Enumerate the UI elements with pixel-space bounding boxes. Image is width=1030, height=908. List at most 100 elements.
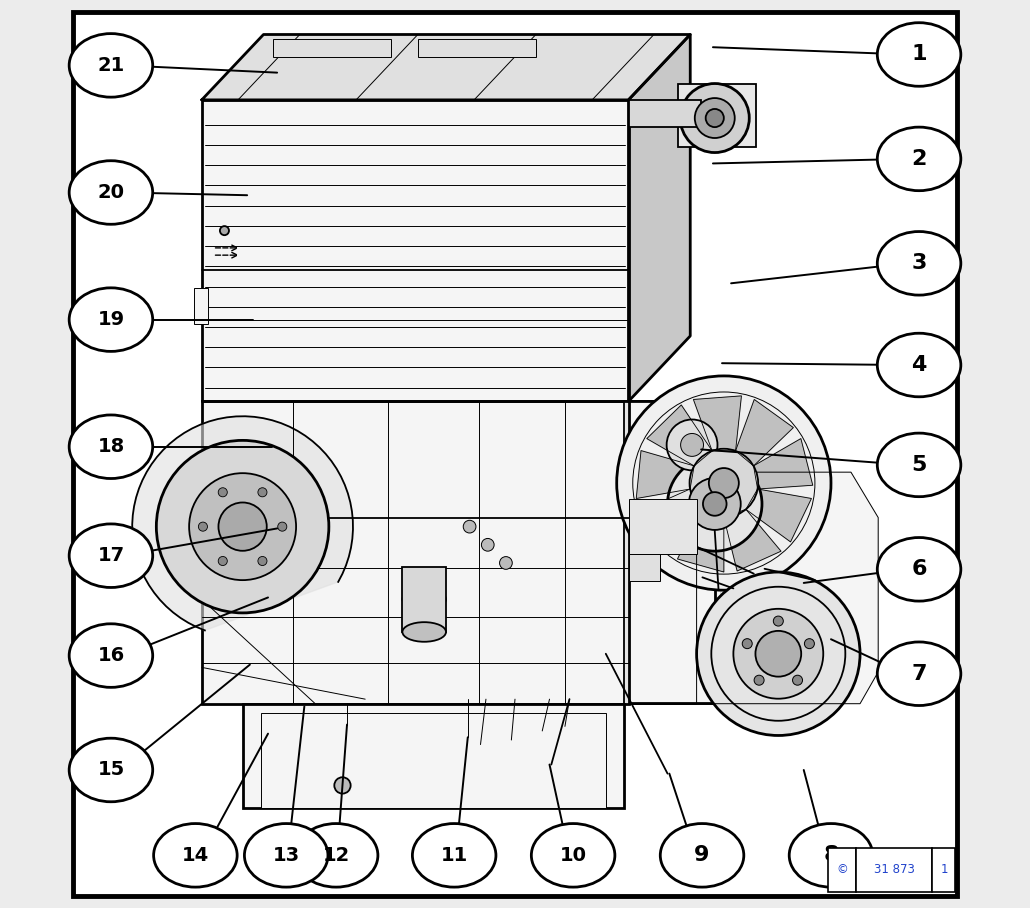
Circle shape: [617, 376, 831, 590]
Text: 19: 19: [98, 311, 125, 329]
Ellipse shape: [244, 824, 328, 887]
Text: 11: 11: [441, 846, 468, 864]
Ellipse shape: [153, 824, 237, 887]
Polygon shape: [647, 405, 712, 466]
Polygon shape: [700, 567, 818, 595]
Text: 8: 8: [823, 845, 838, 865]
Circle shape: [258, 557, 267, 566]
Ellipse shape: [69, 524, 152, 587]
Circle shape: [681, 433, 703, 457]
Ellipse shape: [878, 232, 961, 295]
Polygon shape: [693, 396, 742, 451]
Polygon shape: [746, 489, 812, 542]
Polygon shape: [132, 416, 353, 630]
Ellipse shape: [531, 824, 615, 887]
Polygon shape: [696, 472, 879, 704]
Text: 31 873: 31 873: [873, 864, 915, 876]
Ellipse shape: [412, 824, 495, 887]
Text: 9: 9: [694, 845, 710, 865]
Ellipse shape: [878, 127, 961, 191]
Ellipse shape: [878, 23, 961, 86]
Circle shape: [755, 631, 801, 676]
Text: 6: 6: [912, 559, 927, 579]
Ellipse shape: [403, 622, 446, 642]
Circle shape: [218, 557, 228, 566]
Text: 4: 4: [912, 355, 927, 375]
Text: 1: 1: [912, 44, 927, 64]
Circle shape: [733, 608, 823, 699]
Circle shape: [157, 440, 329, 613]
Bar: [856, 848, 932, 892]
Bar: [195, 288, 208, 324]
Ellipse shape: [878, 433, 961, 497]
Text: 1: 1: [940, 864, 948, 876]
Bar: [628, 401, 715, 703]
Ellipse shape: [69, 415, 152, 479]
Ellipse shape: [878, 333, 961, 397]
Circle shape: [500, 557, 512, 569]
Circle shape: [218, 488, 228, 497]
Text: 15: 15: [97, 761, 125, 779]
Text: 2: 2: [912, 149, 927, 169]
Circle shape: [278, 522, 286, 531]
Circle shape: [481, 538, 494, 551]
Polygon shape: [202, 35, 690, 100]
Polygon shape: [735, 400, 793, 466]
Bar: [628, 554, 660, 581]
Text: 10: 10: [559, 846, 587, 864]
Ellipse shape: [69, 624, 152, 687]
Circle shape: [709, 468, 739, 498]
Circle shape: [804, 638, 815, 648]
Ellipse shape: [69, 161, 152, 224]
Bar: [628, 100, 701, 127]
Circle shape: [689, 449, 758, 518]
Circle shape: [702, 492, 726, 516]
Ellipse shape: [403, 587, 446, 611]
Ellipse shape: [69, 34, 152, 97]
Circle shape: [219, 226, 229, 235]
Bar: [628, 401, 715, 704]
Bar: [202, 401, 628, 704]
Circle shape: [754, 676, 764, 686]
Ellipse shape: [660, 824, 744, 887]
Circle shape: [666, 419, 718, 470]
Ellipse shape: [69, 738, 152, 802]
Bar: [932, 848, 956, 892]
Circle shape: [258, 488, 267, 497]
Text: 12: 12: [322, 846, 350, 864]
Text: 16: 16: [97, 646, 125, 665]
Circle shape: [695, 98, 734, 138]
Ellipse shape: [789, 824, 872, 887]
Circle shape: [706, 109, 724, 127]
Polygon shape: [640, 489, 701, 551]
Polygon shape: [678, 509, 724, 572]
Bar: [418, 39, 536, 57]
Polygon shape: [724, 509, 781, 571]
Circle shape: [667, 457, 762, 551]
Circle shape: [680, 84, 749, 153]
Text: 5: 5: [912, 455, 927, 475]
Polygon shape: [628, 35, 690, 401]
Text: 21: 21: [97, 56, 125, 74]
Circle shape: [696, 572, 860, 735]
Ellipse shape: [69, 288, 152, 351]
Circle shape: [774, 616, 783, 627]
Ellipse shape: [878, 538, 961, 601]
Circle shape: [199, 522, 207, 531]
Circle shape: [218, 502, 267, 551]
Text: 7: 7: [912, 664, 927, 684]
Polygon shape: [754, 439, 813, 489]
Bar: [403, 567, 446, 632]
Text: ©: ©: [836, 864, 848, 876]
Polygon shape: [637, 450, 694, 498]
Circle shape: [190, 473, 296, 580]
Bar: [828, 848, 856, 892]
Bar: [273, 39, 390, 57]
Circle shape: [743, 638, 752, 648]
Bar: [261, 713, 606, 808]
Bar: [624, 401, 696, 704]
Ellipse shape: [295, 824, 378, 887]
Text: 3: 3: [912, 253, 927, 273]
Text: 13: 13: [273, 846, 300, 864]
Text: 20: 20: [98, 183, 125, 202]
